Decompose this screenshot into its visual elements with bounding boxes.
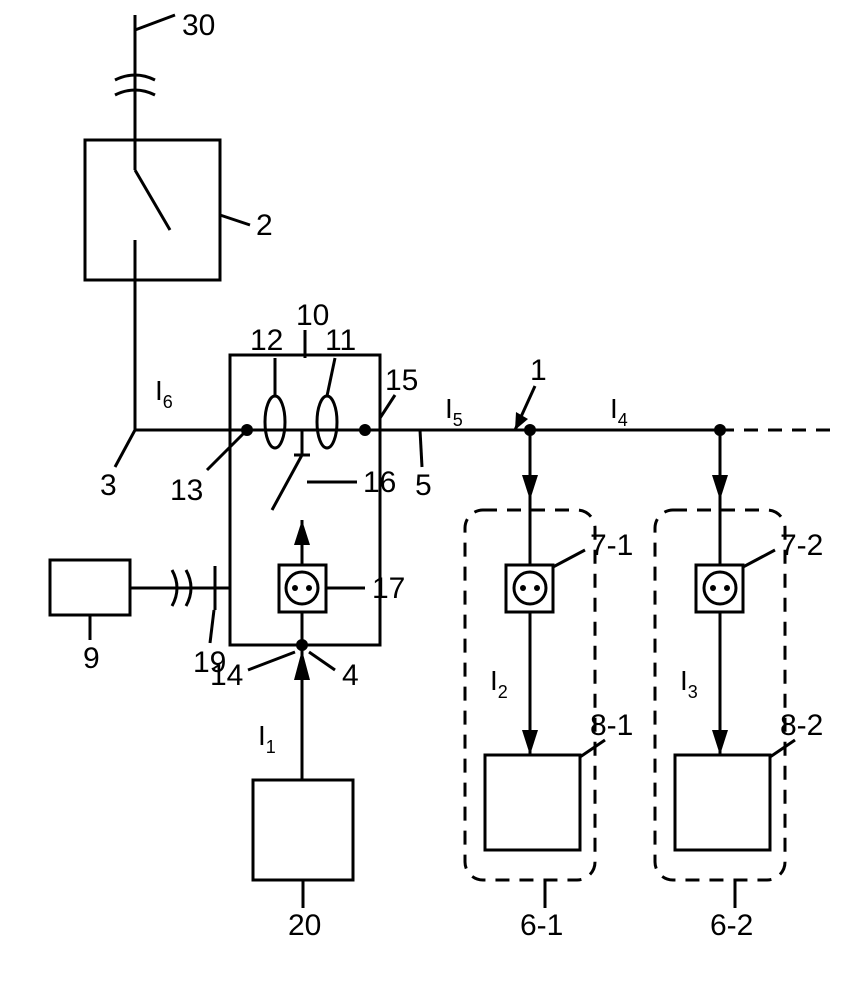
coil-12 (265, 396, 285, 448)
label-8-2: 8-2 (780, 709, 823, 742)
circuit-diagram: 30 2 I6 3 13 15 12 11 10 16 (0, 0, 859, 1000)
label-8-1: 8-1 (590, 709, 633, 742)
lead-8-2 (770, 740, 795, 757)
arrow-I1 (294, 650, 310, 680)
label-7-2: 7-2 (780, 529, 823, 562)
socket-7-1-eye-l (520, 585, 526, 591)
lead-19 (210, 610, 214, 643)
arrow-6-2-top (712, 475, 728, 500)
arrow-I3 (712, 730, 728, 755)
socket-17-outer (286, 572, 318, 604)
label-I5: I5 (445, 393, 463, 430)
label-13: 13 (170, 474, 203, 507)
label-12: 12 (250, 324, 283, 357)
label-6-1: 6-1 (520, 909, 563, 942)
label-6-2: 6-2 (710, 909, 753, 942)
lead-4 (309, 652, 335, 670)
block-2 (85, 140, 220, 280)
label-1: 1 (530, 354, 547, 387)
label-5: 5 (415, 469, 432, 502)
lead-15 (380, 395, 395, 418)
coil-11 (317, 396, 337, 448)
block-10 (230, 355, 380, 645)
block-8-2 (675, 755, 770, 850)
lead-11 (327, 358, 335, 396)
socket-7-1-eye-r (534, 585, 540, 591)
switch16-arm (272, 455, 302, 510)
label-I3: I3 (680, 665, 698, 702)
label-10: 10 (296, 299, 329, 332)
socket-7-2-eye-l (710, 585, 716, 591)
label-I4: I4 (610, 393, 628, 430)
lead-8-1 (580, 740, 605, 757)
label-7-1: 7-1 (590, 529, 633, 562)
node-15 (359, 424, 371, 436)
label-17: 17 (372, 572, 405, 605)
lead-30 (135, 15, 175, 30)
label-19: 19 (193, 646, 226, 679)
socket-7-1-outer (514, 572, 546, 604)
label-9: 9 (83, 642, 100, 675)
socket-17-eye-r (306, 585, 312, 591)
label-I2: I2 (490, 665, 508, 702)
socket-7-2-outer (704, 572, 736, 604)
lead-7-1 (553, 550, 585, 567)
block-20 (253, 780, 353, 880)
label-4: 4 (342, 659, 359, 692)
lead-5 (420, 430, 422, 467)
switch2-arm (135, 170, 170, 230)
lead-7-2 (743, 550, 775, 567)
label-3: 3 (100, 469, 117, 502)
lead-2 (220, 215, 250, 225)
label-I1: I1 (258, 720, 276, 757)
arrow-I2 (522, 730, 538, 755)
label-16: 16 (363, 466, 396, 499)
label-30: 30 (182, 9, 215, 42)
block-9 (50, 560, 130, 615)
label-15: 15 (385, 364, 418, 397)
block-8-1 (485, 755, 580, 850)
label-20: 20 (288, 909, 321, 942)
arrow-16 (294, 520, 310, 545)
lead-13 (207, 430, 247, 470)
arrow-6-1-top (522, 475, 538, 500)
socket-7-2-eye-r (724, 585, 730, 591)
label-2: 2 (256, 209, 273, 242)
label-I6: I6 (155, 375, 173, 412)
lead-14 (248, 652, 295, 670)
socket-17-eye-l (292, 585, 298, 591)
lead-3 (115, 430, 135, 467)
label-11: 11 (325, 324, 356, 357)
